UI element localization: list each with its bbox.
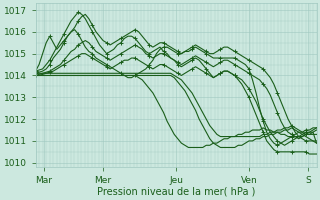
X-axis label: Pression niveau de la mer( hPa ): Pression niveau de la mer( hPa ) [97, 187, 255, 197]
